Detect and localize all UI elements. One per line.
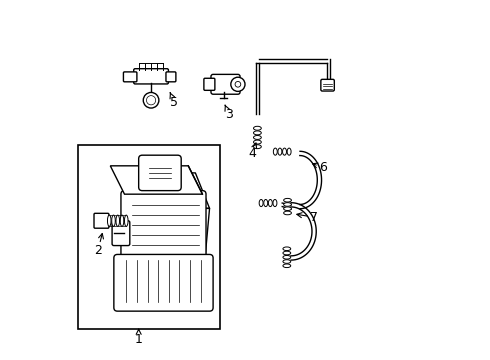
Text: 3: 3 bbox=[225, 105, 233, 121]
FancyBboxPatch shape bbox=[94, 213, 109, 228]
Ellipse shape bbox=[283, 251, 291, 255]
Circle shape bbox=[235, 81, 241, 87]
FancyBboxPatch shape bbox=[114, 255, 213, 311]
Ellipse shape bbox=[112, 215, 115, 226]
FancyBboxPatch shape bbox=[112, 221, 130, 246]
Ellipse shape bbox=[273, 148, 277, 155]
Ellipse shape bbox=[124, 215, 128, 226]
Ellipse shape bbox=[287, 148, 291, 155]
Ellipse shape bbox=[253, 135, 261, 139]
Ellipse shape bbox=[283, 256, 291, 259]
Bar bbox=[78, 145, 220, 329]
Ellipse shape bbox=[253, 145, 261, 149]
Polygon shape bbox=[110, 166, 202, 194]
Ellipse shape bbox=[259, 199, 263, 207]
Ellipse shape bbox=[284, 207, 292, 211]
Text: 7: 7 bbox=[297, 211, 318, 224]
Ellipse shape bbox=[283, 264, 291, 267]
FancyBboxPatch shape bbox=[139, 155, 181, 191]
Ellipse shape bbox=[283, 247, 291, 251]
Ellipse shape bbox=[283, 260, 291, 263]
Text: 1: 1 bbox=[135, 329, 143, 346]
Ellipse shape bbox=[253, 131, 261, 135]
FancyBboxPatch shape bbox=[123, 72, 137, 82]
FancyBboxPatch shape bbox=[211, 75, 240, 94]
FancyBboxPatch shape bbox=[121, 191, 206, 269]
Ellipse shape bbox=[283, 148, 287, 155]
Ellipse shape bbox=[284, 203, 292, 206]
Circle shape bbox=[143, 93, 159, 108]
Ellipse shape bbox=[284, 211, 292, 215]
Ellipse shape bbox=[253, 140, 261, 144]
FancyBboxPatch shape bbox=[166, 72, 176, 82]
Ellipse shape bbox=[116, 215, 120, 226]
Ellipse shape bbox=[278, 148, 282, 155]
FancyBboxPatch shape bbox=[134, 69, 169, 84]
Ellipse shape bbox=[253, 126, 261, 130]
Ellipse shape bbox=[269, 199, 272, 207]
Text: 2: 2 bbox=[94, 234, 103, 257]
Text: 5: 5 bbox=[170, 93, 178, 108]
Ellipse shape bbox=[107, 215, 111, 226]
Text: 6: 6 bbox=[313, 161, 327, 174]
Ellipse shape bbox=[284, 198, 292, 202]
Ellipse shape bbox=[264, 199, 268, 207]
FancyBboxPatch shape bbox=[204, 78, 215, 90]
Circle shape bbox=[147, 96, 156, 105]
Ellipse shape bbox=[273, 199, 277, 207]
FancyBboxPatch shape bbox=[321, 79, 334, 91]
Ellipse shape bbox=[120, 215, 124, 226]
Text: 4: 4 bbox=[248, 143, 257, 160]
Circle shape bbox=[231, 77, 245, 91]
